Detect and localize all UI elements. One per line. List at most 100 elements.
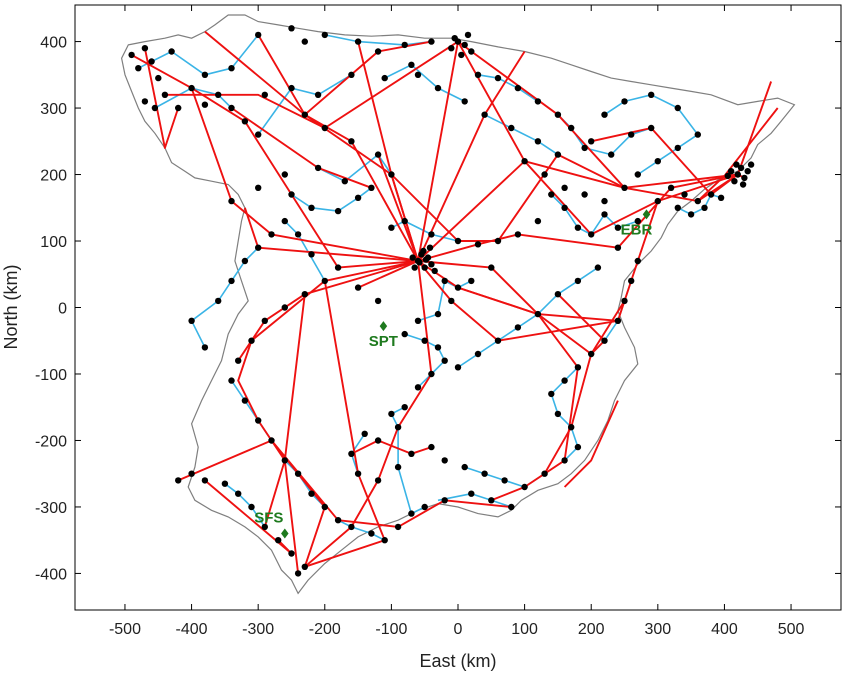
substation-node: [388, 224, 395, 231]
substation-node: [420, 247, 427, 255]
x-tick-label: -300: [242, 621, 274, 638]
substation-node: [255, 131, 262, 138]
substation-node: [394, 424, 402, 431]
high-voltage-line: [164, 40, 459, 129]
substation-node: [448, 45, 455, 52]
substation-node: [508, 124, 515, 132]
substation-node: [414, 384, 422, 391]
x-tick-label: -400: [176, 621, 208, 638]
substation-node: [574, 224, 582, 231]
substation-node: [554, 410, 562, 418]
substation-node: [621, 184, 628, 191]
substation-node: [514, 84, 522, 92]
substation-node: [428, 370, 435, 378]
substation-node: [461, 463, 468, 471]
y-tick-label: 400: [40, 35, 67, 52]
substation-node: [314, 164, 322, 172]
substation-node: [354, 194, 362, 201]
y-tick-label: -100: [35, 367, 67, 384]
substation-node: [354, 38, 362, 45]
y-tick-label: 200: [40, 168, 67, 185]
substation-node: [281, 217, 288, 225]
substation-node: [268, 231, 275, 238]
substation-node: [654, 158, 661, 165]
substation-node: [741, 174, 748, 182]
x-tick-label: 200: [578, 621, 605, 638]
substation-node: [554, 111, 562, 118]
substation-node: [151, 104, 159, 112]
substation-node: [374, 297, 382, 305]
substation-node: [744, 168, 751, 175]
substation-node: [474, 350, 482, 358]
substation-node: [481, 111, 488, 118]
substation-node: [441, 277, 448, 285]
substation-node: [408, 450, 415, 457]
substation-node: [241, 397, 249, 404]
substation-node: [614, 317, 622, 324]
substation-node: [614, 244, 622, 251]
substation-node: [401, 330, 408, 338]
lower-voltage-line: [317, 153, 393, 182]
substation-node: [461, 98, 468, 105]
substation-node: [588, 231, 595, 238]
substation-node: [737, 164, 745, 172]
high-voltage-line: [563, 400, 619, 488]
substation-node: [221, 480, 229, 487]
substation-node: [281, 304, 288, 311]
substation-node: [621, 297, 628, 305]
lower-voltage-line: [257, 74, 352, 136]
substation-node: [294, 570, 302, 577]
substation-node: [235, 490, 242, 497]
substation-node: [541, 470, 548, 477]
substation-node: [568, 424, 575, 431]
substation-node: [301, 111, 308, 118]
substation-node: [541, 171, 548, 178]
lower-voltage-line: [437, 492, 512, 508]
substation-node: [501, 477, 508, 484]
substation-node: [494, 74, 502, 82]
substation-node: [394, 463, 402, 471]
substation-node: [421, 503, 428, 511]
substation-node: [628, 131, 635, 138]
substation-node: [409, 254, 416, 261]
substation-node: [474, 241, 482, 248]
x-tick-label: -200: [309, 621, 341, 638]
substation-node: [548, 191, 555, 198]
substation-node: [428, 443, 435, 451]
substation-node: [411, 264, 418, 271]
substation-node: [681, 191, 688, 198]
substation-node: [416, 259, 423, 266]
substation-node: [215, 297, 222, 305]
lower-voltage-line: [484, 113, 559, 156]
substation-node: [414, 71, 422, 79]
lower-voltage-line: [457, 266, 599, 368]
substation-node: [628, 277, 635, 285]
substation-node: [568, 124, 575, 132]
substation-node: [308, 251, 315, 258]
site-label-sfs: SFS: [254, 510, 283, 527]
substation-node: [215, 91, 222, 99]
substation-node: [428, 231, 435, 238]
substation-node: [348, 450, 355, 457]
substation-node: [301, 563, 308, 570]
substation-node: [514, 231, 522, 238]
substation-node: [494, 337, 502, 344]
high-voltage-line: [457, 286, 579, 502]
substation-node: [188, 470, 195, 477]
substation-node: [674, 144, 681, 152]
high-voltage-line: [357, 260, 419, 289]
y-tick-label: -400: [35, 566, 67, 583]
substation-node: [248, 337, 255, 344]
high-voltage-line: [697, 107, 779, 202]
substation-node: [554, 151, 562, 158]
substation-node: [428, 261, 435, 268]
substation-node: [175, 477, 182, 484]
site-label-spt: SPT: [369, 333, 398, 350]
substation-node: [724, 172, 731, 180]
substation-node: [288, 25, 295, 32]
substation-node: [601, 337, 608, 344]
substation-node: [739, 181, 747, 188]
substation-node: [241, 257, 249, 265]
site-marker-sfs: [281, 528, 289, 539]
